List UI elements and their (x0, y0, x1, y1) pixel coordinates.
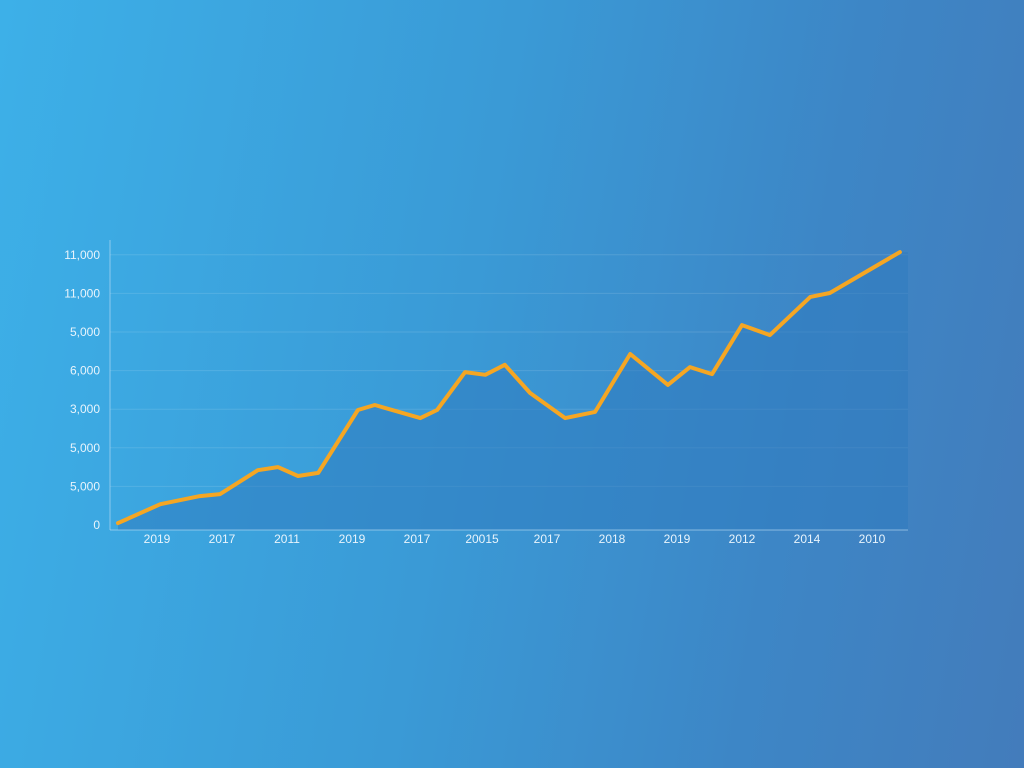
y-tick-label: 11,000 (64, 248, 100, 262)
y-tick-label: 11,000 (64, 286, 100, 300)
area-fill (118, 252, 908, 530)
x-tick-label: 2012 (729, 532, 756, 546)
x-tick-label: 2019 (339, 532, 366, 546)
x-tick-label: 2011 (274, 532, 300, 546)
y-tick-label: 0 (93, 518, 100, 532)
x-tick-label: 2010 (859, 532, 886, 546)
x-tick-label: 2017 (404, 532, 431, 546)
x-tick-label: 2017 (209, 532, 236, 546)
x-tick-label: 2017 (534, 532, 561, 546)
x-tick-label: 2019 (664, 532, 691, 546)
x-tick-label: 2019 (144, 532, 171, 546)
y-tick-label: 5,000 (70, 325, 100, 339)
y-tick-label: 6,000 (70, 364, 100, 378)
y-tick-label: 3,000 (70, 402, 100, 416)
x-tick-label: 2018 (599, 532, 626, 546)
y-tick-label: 5,000 (70, 479, 100, 493)
x-tick-label: 2014 (794, 532, 821, 546)
x-tick-label: 20015 (465, 532, 499, 546)
y-tick-label: 5,000 (70, 441, 100, 455)
